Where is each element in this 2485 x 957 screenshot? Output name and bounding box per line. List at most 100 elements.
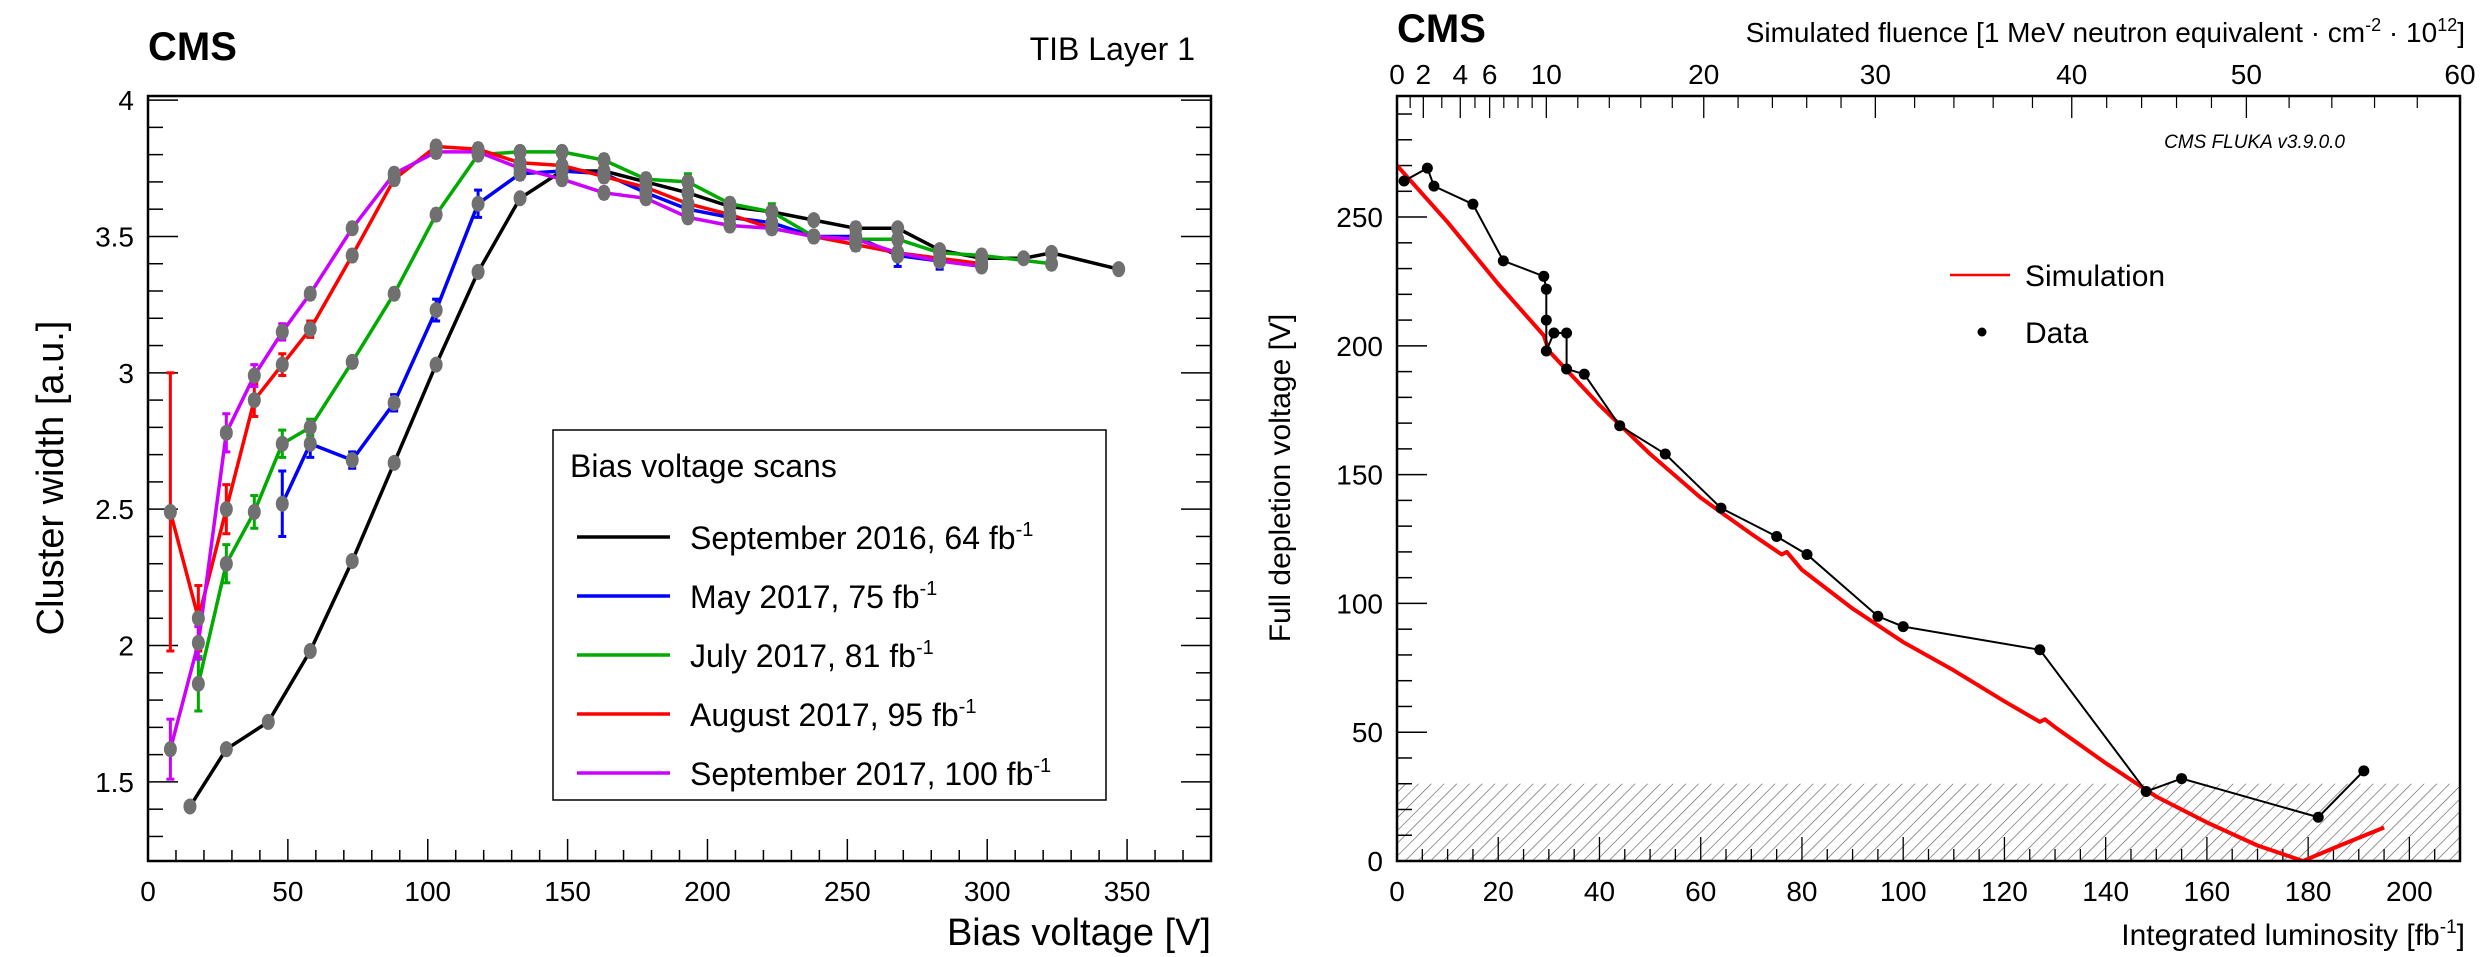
data-point <box>513 190 527 207</box>
data-point <box>765 203 779 220</box>
data-point <box>471 143 485 160</box>
data-point <box>891 231 905 248</box>
data-point <box>681 173 695 190</box>
data-point <box>163 503 177 520</box>
data-point <box>1045 255 1059 272</box>
x-tick-label: 300 <box>964 876 1011 907</box>
top-axis-title-main: Simulated fluence [1 MeV neutron equival… <box>1746 17 2365 48</box>
x-tick-label: 100 <box>1880 876 1927 907</box>
data-point <box>2034 644 2046 656</box>
y-tick-label: 1.5 <box>95 767 134 798</box>
x-tick-label: 100 <box>404 876 451 907</box>
data-point <box>163 741 177 758</box>
x-tick-label: 140 <box>2082 876 2129 907</box>
x-tick-label: 150 <box>544 876 591 907</box>
data-point <box>1578 368 1590 380</box>
top-tick-label: 60 <box>2444 59 2475 90</box>
chart-title: TIB Layer 1 <box>1030 31 1195 67</box>
data-point <box>597 152 611 169</box>
legend-label-data: Data <box>2025 317 2089 350</box>
data-point <box>765 220 779 237</box>
data-point <box>1561 327 1573 339</box>
data-point <box>219 555 233 572</box>
data-point <box>723 217 737 234</box>
top-tick-label: 10 <box>1531 59 1562 90</box>
data-point <box>555 157 569 174</box>
data-point <box>2176 773 2188 785</box>
data-point <box>191 610 205 627</box>
x-tick-label: 350 <box>1104 876 1151 907</box>
data-point <box>597 168 611 185</box>
y-tick-label: 200 <box>1336 331 1383 362</box>
y-tick-label: 2 <box>118 631 134 662</box>
data-point <box>1897 621 1909 633</box>
x-tick-label: 80 <box>1786 876 1817 907</box>
legend-label: September 2016, 64 fb-1 <box>690 519 1033 556</box>
right-series-group <box>1397 162 2385 861</box>
data-point <box>303 435 317 452</box>
legend-label-simulation: Simulation <box>2025 260 2165 293</box>
data-point <box>1659 448 1671 460</box>
right-plot-frame <box>1395 94 2462 863</box>
legend-right: Simulation Data <box>1950 260 2165 350</box>
data-point <box>345 353 359 370</box>
series-line <box>196 150 1052 685</box>
cluster-width-chart: CMS TIB Layer 1 0 50 100 150 200 250 300 350 1.5… <box>30 25 1213 954</box>
data-point <box>429 206 443 223</box>
legend-label: July 2017, 81 fb-1 <box>690 637 934 674</box>
data-point <box>429 302 443 319</box>
data-point <box>345 247 359 264</box>
data-point <box>681 209 695 226</box>
data-point <box>275 435 289 452</box>
data-point <box>219 501 233 518</box>
data-point <box>387 394 401 411</box>
data-point <box>681 195 695 212</box>
data-point <box>1540 283 1552 295</box>
legend-title: Bias voltage scans <box>570 448 837 484</box>
data-point <box>1614 420 1626 432</box>
left-y-axis-title: Cluster width [a.u.] <box>30 321 72 636</box>
left-x-axis-title: Bias voltage [V] <box>947 912 1211 954</box>
data-point <box>191 675 205 692</box>
data-point <box>387 285 401 302</box>
data-point <box>471 195 485 212</box>
data-point <box>891 244 905 261</box>
data-point <box>1017 250 1031 267</box>
y-tick-label: 0 <box>1367 846 1383 877</box>
right-y-axis-title: Full depletion voltage [V] <box>1264 314 1297 643</box>
data-point <box>975 258 989 275</box>
right-x-axis-title-main: Integrated luminosity [fb <box>2121 919 2440 952</box>
data-point <box>345 553 359 569</box>
left-series-group <box>163 138 1126 815</box>
data-point <box>933 253 947 269</box>
y-tick-label: 250 <box>1336 202 1383 233</box>
data-point <box>303 419 317 436</box>
legend-label: May 2017, 75 fb-1 <box>690 578 937 615</box>
top-tick-label: 30 <box>1860 59 1891 90</box>
x-tick-label: 40 <box>1584 876 1615 907</box>
legend-box <box>552 429 1107 801</box>
right-x-axis-title-end: ] <box>2457 919 2465 952</box>
data-point <box>429 356 443 373</box>
series-line <box>168 144 982 621</box>
series-4-markers <box>163 143 989 758</box>
data-point <box>303 643 317 659</box>
top-tick-label: 0 <box>1389 59 1405 90</box>
data-point <box>303 321 317 338</box>
data-point <box>275 323 289 340</box>
data-point <box>1872 610 1884 622</box>
y-tick-label: 3 <box>118 358 134 389</box>
top-axis-title-sup1: -2 <box>2365 15 2381 35</box>
top-axis-title-end: ] <box>2457 17 2465 48</box>
top-axis-title: Simulated fluence [1 MeV neutron equival… <box>1746 15 2465 48</box>
y-tick-label: 100 <box>1336 588 1383 619</box>
data-point <box>1715 502 1727 514</box>
x-tick-label: 200 <box>2386 876 2433 907</box>
data-point <box>513 160 527 177</box>
x-tick-label: 50 <box>272 876 303 907</box>
y-tick-label: 2.5 <box>95 494 134 525</box>
data-line <box>1403 166 2365 819</box>
data-point <box>1497 255 1509 267</box>
x-tick-label: 200 <box>684 876 731 907</box>
data-point <box>471 263 485 280</box>
